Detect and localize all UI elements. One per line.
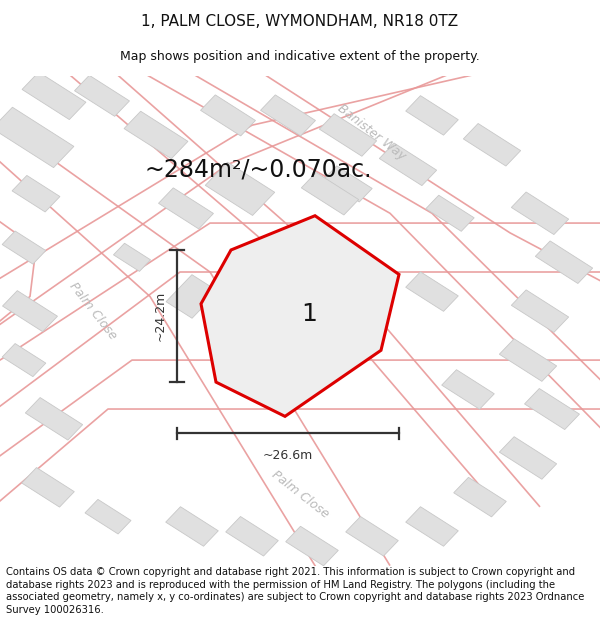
Polygon shape [511,192,569,234]
Polygon shape [22,468,74,507]
Polygon shape [2,344,46,377]
Text: ~26.6m: ~26.6m [263,449,313,462]
Text: Banister Way: Banister Way [335,102,409,163]
Polygon shape [301,173,359,215]
Polygon shape [524,389,580,429]
Polygon shape [166,274,218,318]
Polygon shape [499,437,557,479]
Polygon shape [426,195,474,231]
Polygon shape [0,107,74,168]
Polygon shape [124,111,188,159]
Polygon shape [158,188,214,229]
Text: 1: 1 [301,302,317,326]
Text: 1, PALM CLOSE, WYMONDHAM, NR18 0TZ: 1, PALM CLOSE, WYMONDHAM, NR18 0TZ [142,14,458,29]
Polygon shape [12,176,60,212]
Text: Contains OS data © Crown copyright and database right 2021. This information is : Contains OS data © Crown copyright and d… [6,567,584,615]
Polygon shape [200,95,256,136]
Text: Palm Close: Palm Close [67,280,119,342]
Polygon shape [406,507,458,546]
Polygon shape [2,291,58,332]
Polygon shape [499,339,557,381]
Polygon shape [511,290,569,332]
Polygon shape [166,507,218,546]
Text: ~284m²/~0.070ac.: ~284m²/~0.070ac. [144,158,372,181]
Polygon shape [113,243,151,271]
Polygon shape [74,75,130,116]
Polygon shape [346,516,398,556]
Polygon shape [463,124,521,166]
Polygon shape [2,231,46,264]
Polygon shape [324,166,372,202]
Polygon shape [25,398,83,440]
Polygon shape [205,162,275,216]
Polygon shape [406,96,458,135]
Polygon shape [286,526,338,566]
Text: Palm Close: Palm Close [269,468,331,521]
Text: ~24.2m: ~24.2m [154,291,167,341]
Polygon shape [22,72,86,119]
Polygon shape [260,95,316,136]
Polygon shape [379,143,437,186]
Polygon shape [454,478,506,517]
Polygon shape [406,272,458,311]
Polygon shape [319,114,377,156]
Polygon shape [535,241,593,284]
Polygon shape [201,216,399,416]
Polygon shape [85,499,131,534]
Text: Map shows position and indicative extent of the property.: Map shows position and indicative extent… [120,50,480,63]
Polygon shape [442,369,494,409]
Polygon shape [226,516,278,556]
